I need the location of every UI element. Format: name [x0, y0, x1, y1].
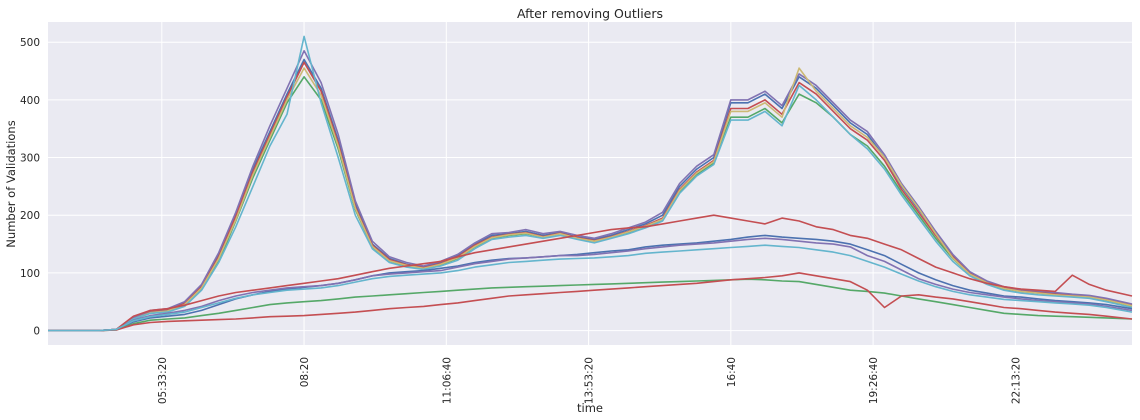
y-tick-label: 300	[20, 153, 40, 165]
y-tick-label: 100	[20, 268, 40, 280]
x-tick-labels: 05:33:20 08:20 11:06:40 13:53:20 16:40 19:26:…	[157, 357, 1023, 404]
x-axis-label: time	[577, 401, 603, 415]
y-tick-label: 400	[20, 95, 40, 107]
series-group	[48, 35, 1133, 332]
series-line-9	[48, 272, 1133, 332]
y-axis-label: Number of Validations	[4, 120, 18, 247]
series-line-11	[48, 214, 1133, 332]
y-tick-label: 0	[33, 326, 40, 338]
y-tick-label: 500	[20, 37, 40, 49]
series-line-6	[48, 35, 1133, 332]
y-tick-labels: 0 100 200 300 400 500	[20, 37, 40, 337]
x-tick-label: 11:06:40	[441, 357, 453, 404]
x-tick-label: 08:20	[299, 357, 311, 387]
series-line-7	[48, 234, 1133, 332]
series-line-8	[48, 278, 1133, 332]
series-line-4	[48, 50, 1133, 332]
x-tick-label: 05:33:20	[157, 357, 169, 404]
x-tick-label: 13:53:20	[584, 357, 596, 404]
series-line-5	[48, 67, 1133, 332]
y-tick-label: 200	[20, 210, 40, 222]
plot-background	[48, 22, 1132, 345]
x-tick-label: 16:40	[726, 357, 738, 387]
series-line-12	[48, 244, 1133, 332]
x-tick-label: 19:26:40	[868, 357, 880, 404]
series-line-10	[48, 237, 1133, 332]
chart-title: After removing Outliers	[517, 6, 663, 21]
x-tick-label: 22:13:20	[1010, 357, 1022, 404]
